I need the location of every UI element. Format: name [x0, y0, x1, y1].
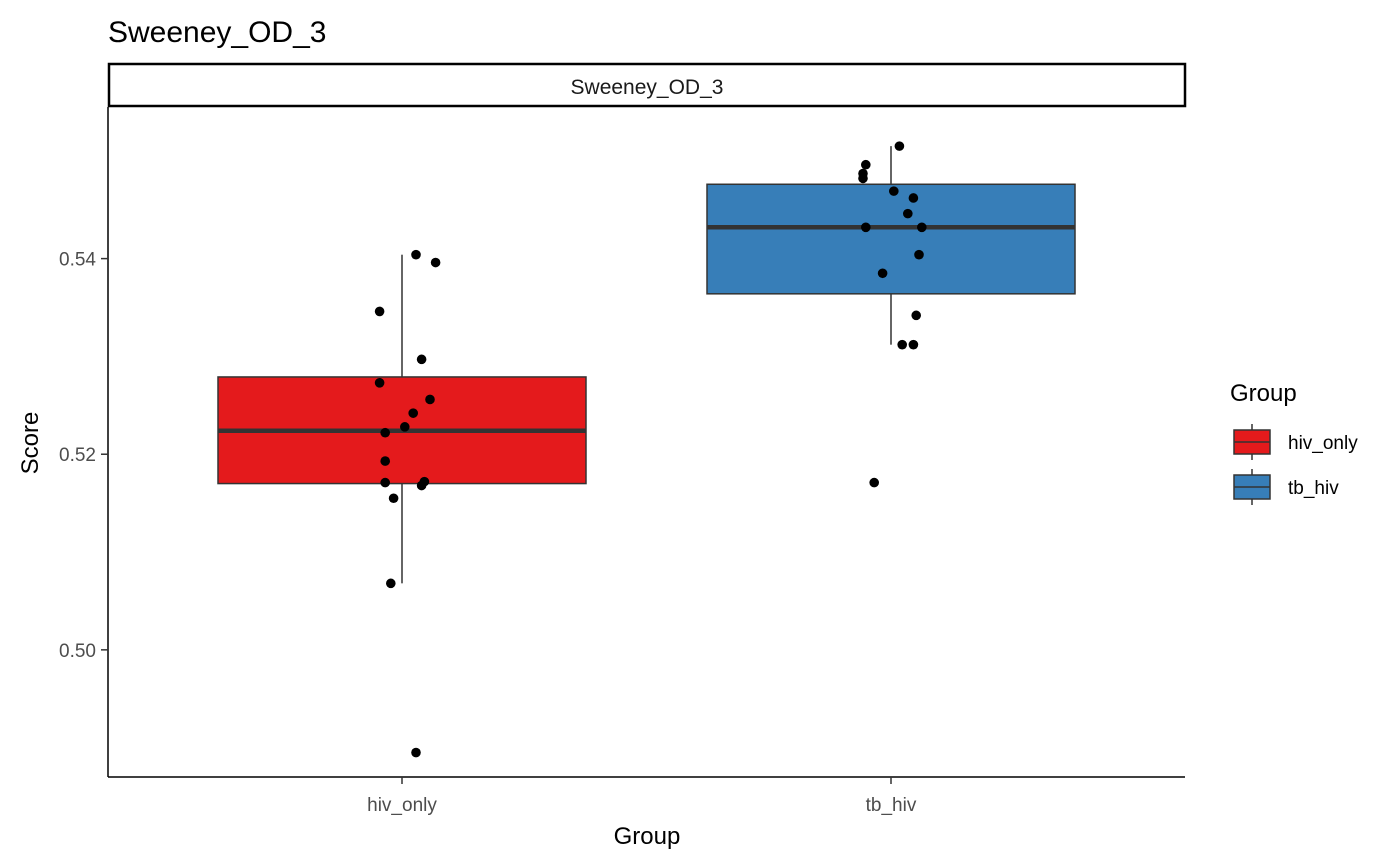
points-tb_hiv: [858, 141, 927, 488]
data-point: [894, 141, 905, 151]
facet-strip: Sweeney_OD_3: [107, 62, 1187, 108]
x-axis-title: Group: [614, 823, 681, 850]
legend-item-hiv_only: hiv_only: [1233, 424, 1358, 460]
box-tb_hiv: [706, 183, 1076, 295]
legend-label: hiv_only: [1288, 433, 1358, 454]
plot-panel: [217, 141, 1076, 758]
data-point: [425, 394, 435, 405]
y-tick-label: 0.52: [59, 445, 96, 466]
boxplot-tb_hiv: [706, 146, 1076, 345]
boxplot-hiv_only: [217, 254, 587, 584]
y-axis: 0.50 0.52 0.54: [59, 107, 109, 777]
data-point: [408, 408, 419, 418]
data-point: [903, 208, 913, 219]
y-tick-label: 0.54: [59, 250, 96, 271]
data-point: [388, 493, 399, 504]
y-tick-label: 0.50: [59, 641, 96, 662]
legend-item-tb_hiv: tb_hiv: [1233, 469, 1339, 505]
data-point: [877, 268, 888, 279]
data-point: [386, 578, 396, 589]
data-point: [908, 339, 919, 350]
legend-title: Group: [1230, 380, 1297, 407]
data-point: [911, 310, 921, 321]
data-point: [430, 257, 441, 268]
data-point: [374, 306, 385, 317]
data-point: [374, 378, 385, 388]
data-point: [380, 477, 391, 488]
data-point: [908, 193, 919, 203]
data-point: [917, 222, 927, 233]
x-tick-label: hiv_only: [367, 795, 437, 816]
data-point: [889, 186, 899, 196]
points-hiv_only: [374, 249, 441, 758]
facet-strip-box: [107, 62, 1187, 108]
data-point: [861, 222, 871, 233]
x-axis: hiv_only tb_hiv: [108, 776, 1185, 816]
data-point: [380, 427, 391, 438]
data-point: [416, 354, 427, 365]
data-point: [400, 422, 410, 432]
legend: Group hiv_only tb_hiv: [1230, 380, 1358, 505]
data-point: [380, 456, 391, 466]
data-point: [419, 476, 430, 487]
data-point: [869, 477, 879, 488]
x-tick-label: tb_hiv: [866, 795, 917, 816]
y-axis-title: Score: [17, 412, 44, 475]
facet-strip-label: Sweeney_OD_3: [571, 76, 724, 99]
data-point: [914, 249, 924, 260]
data-point: [411, 747, 421, 758]
chart-title: Sweeney_OD_3: [108, 16, 326, 49]
data-point: [411, 249, 421, 260]
legend-label: tb_hiv: [1288, 478, 1339, 499]
data-point: [861, 159, 871, 170]
data-point: [897, 339, 907, 350]
data-point: [858, 168, 868, 179]
